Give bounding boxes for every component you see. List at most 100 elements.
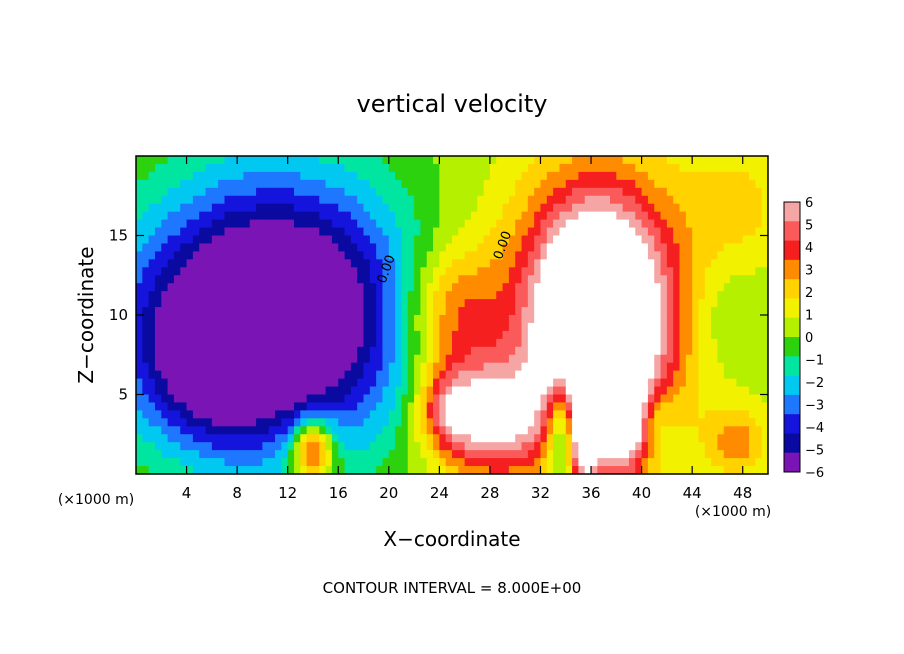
heatmap-cell xyxy=(420,179,428,189)
heatmap-cell xyxy=(388,458,396,467)
heatmap-cell xyxy=(420,362,428,372)
heatmap-cell xyxy=(660,386,668,395)
heatmap-cell xyxy=(363,354,371,364)
heatmap-cell xyxy=(192,378,200,387)
heatmap-cell xyxy=(692,243,699,252)
heatmap-cell xyxy=(616,410,624,419)
heatmap-cell xyxy=(433,307,440,316)
heatmap-cell xyxy=(736,187,744,197)
heatmap-cell xyxy=(698,211,706,220)
heatmap-cell xyxy=(515,402,522,411)
heatmap-cell xyxy=(388,418,396,427)
heatmap-cell xyxy=(723,235,731,244)
heatmap-cell xyxy=(464,442,472,451)
heatmap-cell xyxy=(350,195,358,205)
heatmap-cell xyxy=(420,235,428,244)
heatmap-cell xyxy=(660,354,668,364)
heatmap-cell xyxy=(622,187,630,197)
heatmap-cell xyxy=(502,442,510,451)
heatmap-cell xyxy=(666,394,674,403)
heatmap-cell xyxy=(167,426,175,435)
heatmap-cell xyxy=(426,156,434,165)
heatmap-cell xyxy=(521,267,529,276)
heatmap-cell xyxy=(224,299,232,308)
heatmap-cell xyxy=(673,466,680,475)
heatmap-cell xyxy=(363,466,371,475)
heatmap-cell xyxy=(749,434,756,443)
heatmap-cell xyxy=(167,322,175,332)
heatmap-cell xyxy=(489,378,497,387)
heatmap-cell xyxy=(363,370,371,379)
heatmap-cell xyxy=(742,267,750,276)
heatmap-cell xyxy=(666,211,674,220)
heatmap-cell xyxy=(268,315,276,324)
heatmap-cell xyxy=(420,283,428,292)
heatmap-cell xyxy=(407,434,415,443)
heatmap-cell xyxy=(268,267,276,276)
heatmap-cell xyxy=(521,330,529,340)
heatmap-cell xyxy=(578,418,586,427)
heatmap-cell xyxy=(230,156,238,165)
heatmap-cell xyxy=(414,163,421,173)
heatmap-cell xyxy=(211,322,219,332)
heatmap-cell xyxy=(597,434,605,443)
heatmap-cell xyxy=(218,426,225,435)
heatmap-cell xyxy=(350,362,358,372)
heatmap-cell xyxy=(420,211,428,220)
heatmap-cell xyxy=(470,179,478,189)
heatmap-cell xyxy=(641,267,649,276)
heatmap-cell xyxy=(470,275,478,284)
heatmap-cell xyxy=(161,426,168,435)
heatmap-cell xyxy=(331,275,339,284)
heatmap-cell xyxy=(211,330,219,340)
heatmap-cell xyxy=(414,394,421,403)
heatmap-cell xyxy=(477,275,484,284)
heatmap-cell xyxy=(281,322,289,332)
heatmap-cell xyxy=(312,418,320,427)
heatmap-cell xyxy=(186,251,194,260)
heatmap-cell xyxy=(572,275,579,284)
heatmap-cell xyxy=(483,219,491,228)
heatmap-cell xyxy=(679,195,687,205)
heatmap-cell xyxy=(578,450,586,459)
heatmap-cell xyxy=(730,322,737,332)
heatmap-cell xyxy=(256,299,263,308)
heatmap-cell xyxy=(496,195,503,205)
heatmap-cell xyxy=(578,354,586,364)
heatmap-cell xyxy=(249,275,257,284)
heatmap-cell xyxy=(508,346,516,356)
heatmap-cell xyxy=(578,362,586,372)
heatmap-cell xyxy=(136,394,143,403)
heatmap-cell xyxy=(268,219,276,228)
heatmap-cell xyxy=(603,330,611,340)
heatmap-cell xyxy=(376,307,383,316)
heatmap-cell xyxy=(300,466,308,475)
heatmap-cell xyxy=(723,251,731,260)
heatmap-cell xyxy=(534,458,541,467)
heatmap-cell xyxy=(698,171,706,181)
heatmap-cell xyxy=(420,458,428,467)
heatmap-cell xyxy=(401,394,409,403)
heatmap-cell xyxy=(546,426,554,435)
heatmap-cell xyxy=(256,426,263,435)
heatmap-cell xyxy=(635,267,642,276)
heatmap-cell xyxy=(723,426,731,435)
heatmap-cell xyxy=(603,394,611,403)
heatmap-cell xyxy=(249,330,257,340)
heatmap-cell xyxy=(173,227,181,236)
heatmap-cell xyxy=(243,315,251,324)
heatmap-cell xyxy=(275,442,282,451)
heatmap-cell xyxy=(287,442,295,451)
heatmap-cell xyxy=(666,299,674,308)
heatmap-cell xyxy=(553,195,560,205)
heatmap-cell xyxy=(192,251,200,260)
heatmap-cell xyxy=(287,410,295,419)
heatmap-cell xyxy=(597,450,605,459)
heatmap-cell xyxy=(414,338,421,348)
heatmap-cell xyxy=(730,402,737,411)
heatmap-cell xyxy=(142,235,150,244)
heatmap-cell xyxy=(578,227,586,236)
heatmap-cell xyxy=(376,434,383,443)
heatmap-cell xyxy=(458,259,466,268)
heatmap-cell xyxy=(230,283,238,292)
